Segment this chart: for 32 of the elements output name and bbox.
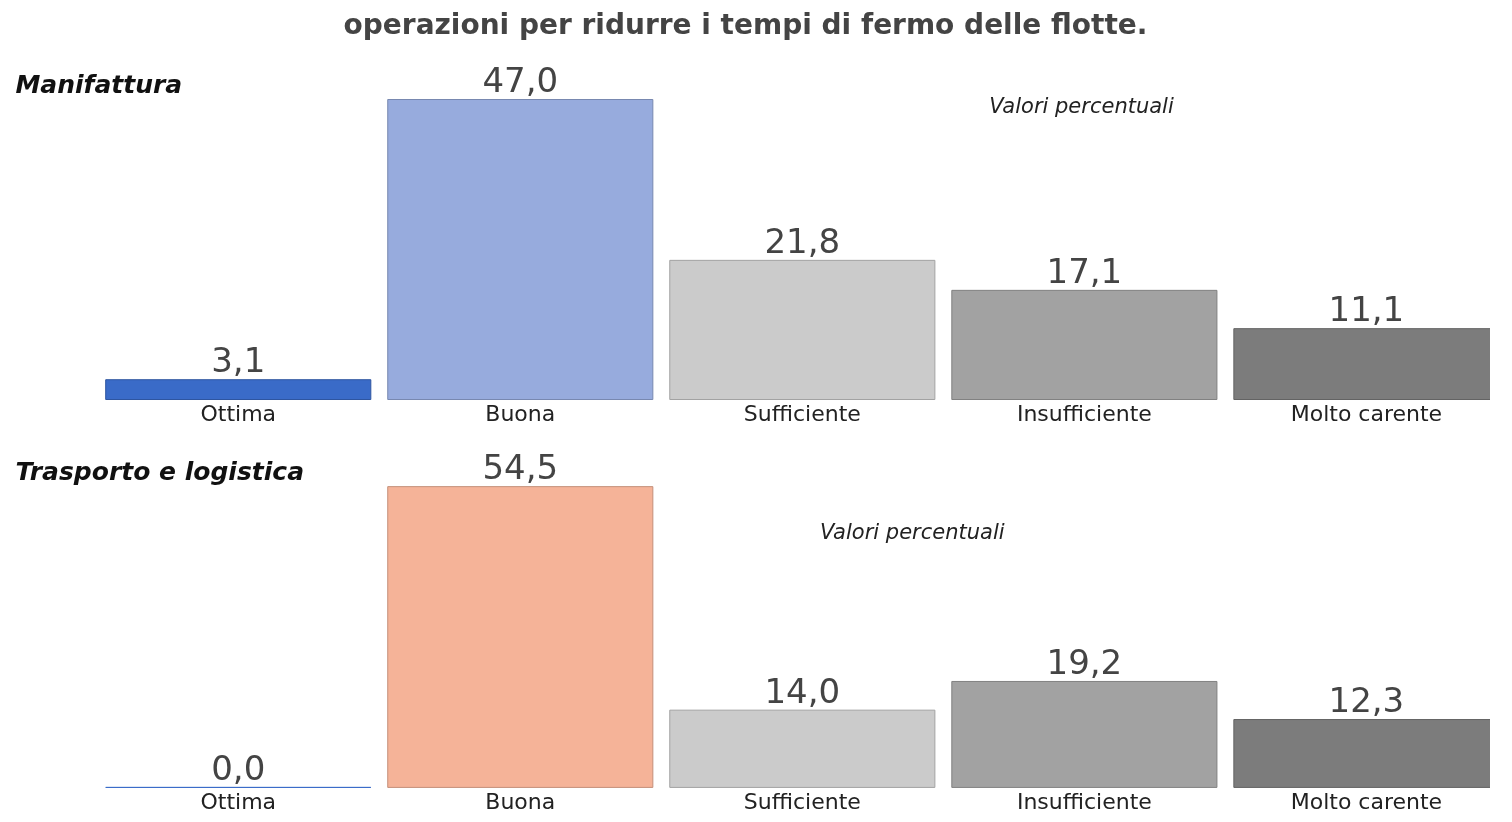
- x-tick-label: Insufficiente: [1016, 788, 1152, 814]
- chart-subtitle: Trasporto e logistica: [15, 457, 305, 487]
- data-label: 3,1: [211, 340, 266, 381]
- annotation: Valori percentuali: [989, 93, 1174, 118]
- bar: [669, 259, 936, 400]
- data-label: 11,1: [1328, 289, 1405, 330]
- bar: [387, 99, 654, 400]
- x-tick-label: Sufficiente: [743, 788, 861, 814]
- data-label: 47,0: [482, 60, 559, 100]
- data-label: 12,3: [1328, 680, 1405, 721]
- bar: [105, 379, 372, 400]
- data-label: 0,0: [211, 747, 266, 788]
- data-label: 17,1: [1046, 250, 1123, 291]
- x-tick-label: Sufficiente: [743, 401, 861, 426]
- data-label: 21,8: [764, 220, 841, 261]
- x-tick-label: Ottima: [200, 401, 277, 426]
- data-label: 14,0: [764, 670, 841, 711]
- chart-title: operazioni per ridurre i tempi di fermo delle flotte.: [343, 7, 1148, 41]
- data-label: 54,5: [482, 447, 559, 488]
- x-tick-label: Molto carente: [1290, 401, 1443, 426]
- annotation: Valori percentuali: [820, 519, 1005, 544]
- bar: [387, 486, 654, 788]
- x-tick-label: Ottima: [200, 788, 277, 814]
- bar: [951, 289, 1218, 400]
- chart-subtitle: Manifattura: [15, 69, 183, 99]
- x-tick-label: Buona: [485, 788, 556, 814]
- bar: [669, 709, 936, 788]
- data-label: 19,2: [1046, 641, 1123, 682]
- x-tick-label: Molto carente: [1290, 788, 1443, 814]
- x-tick-label: Buona: [485, 401, 556, 426]
- bar: [951, 680, 1218, 788]
- x-tick-label: Insufficiente: [1016, 401, 1152, 426]
